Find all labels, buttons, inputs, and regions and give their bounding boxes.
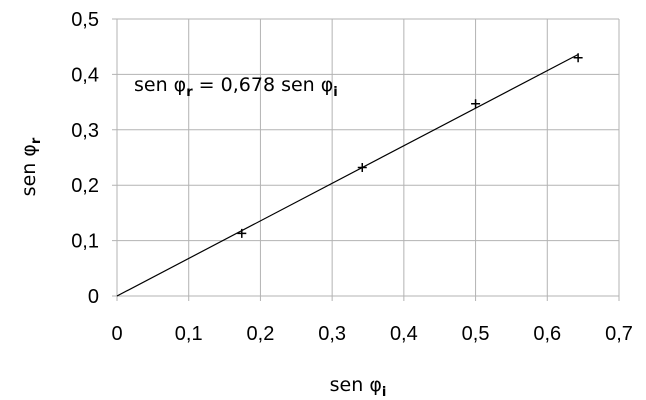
chart-trendline-group [116,53,579,297]
data-point-0-1 [357,162,367,172]
equation-part-0: sen φ [134,74,186,96]
y-axis-title: sen φr [18,137,44,196]
data-point-0-2 [471,99,481,109]
chart-axes [116,19,619,297]
x-tick-label-4: 0,4 [390,323,418,345]
x-tick-label-6: 0,6 [533,323,561,345]
y-tick-label-5: 0,5 [71,9,99,31]
trendline [116,53,579,297]
x-tick-label-3: 0,3 [318,323,346,345]
equation-part-1: r [186,85,193,100]
x-tick-label-7: 0,7 [605,323,633,345]
y-tick-label-0: 0 [88,286,99,308]
x-tick-label-0: 0 [111,323,122,345]
trendline-equation: sen φr = 0,678 sen φi [134,74,338,100]
data-point-0-0 [237,228,247,238]
chart-points [237,53,583,238]
equation-part-3: i [333,85,337,100]
x-tick-label-1: 0,1 [175,323,203,345]
y-tick-label-2: 0,2 [71,175,99,197]
y-tick-label-3: 0,3 [71,120,99,142]
y-tick-label-1: 0,1 [71,231,99,253]
x-axis-title: sen φi [330,374,387,400]
x-tick-label-5: 0,5 [462,323,490,345]
equation-part-2: = 0,678 sen φ [193,74,334,96]
y-tick-label-4: 0,4 [71,64,99,86]
x-tick-label-2: 0,2 [247,323,275,345]
chart-tick-labels: 0 0,1 0,2 0,3 0,4 0,5 0,6 0,7 0 0,1 0,2 0,3 0,4 0,5 [71,9,633,345]
chart-grid [112,18,620,301]
data-point-0-3 [573,53,583,63]
